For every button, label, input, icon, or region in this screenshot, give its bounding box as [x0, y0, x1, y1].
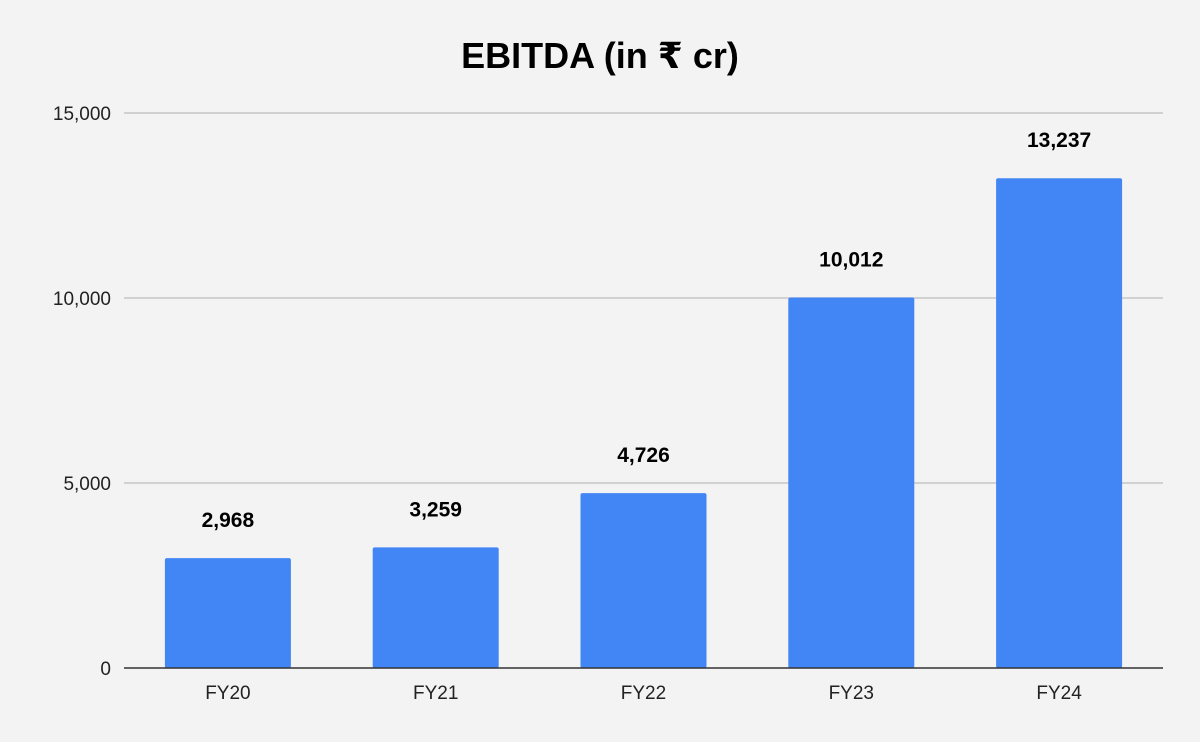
y-tick-label: 5,000 — [63, 474, 111, 495]
data-label: 4,726 — [617, 444, 670, 467]
bar-fy23[interactable] — [788, 297, 915, 668]
bar-fy24[interactable] — [996, 178, 1123, 668]
y-tick-label: 10,000 — [53, 289, 111, 310]
data-label: 3,259 — [409, 498, 462, 521]
bar-fy21[interactable] — [372, 547, 499, 668]
data-label: 10,012 — [819, 249, 883, 272]
data-label: 2,968 — [202, 509, 255, 532]
x-tick-label: FY20 — [205, 683, 250, 704]
x-tick-label: FY23 — [829, 683, 874, 704]
data-label: 13,237 — [1027, 129, 1091, 152]
y-tick-label: 15,000 — [53, 104, 111, 125]
bar-fy20[interactable] — [164, 558, 291, 668]
x-tick-label: FY24 — [1036, 683, 1082, 704]
y-tick-label: 0 — [100, 659, 111, 680]
bar-fy22[interactable] — [580, 493, 707, 668]
x-tick-label: FY22 — [621, 683, 666, 704]
x-tick-label: FY21 — [413, 683, 458, 704]
chart-title: EBITDA (in ₹ cr) — [461, 35, 739, 76]
